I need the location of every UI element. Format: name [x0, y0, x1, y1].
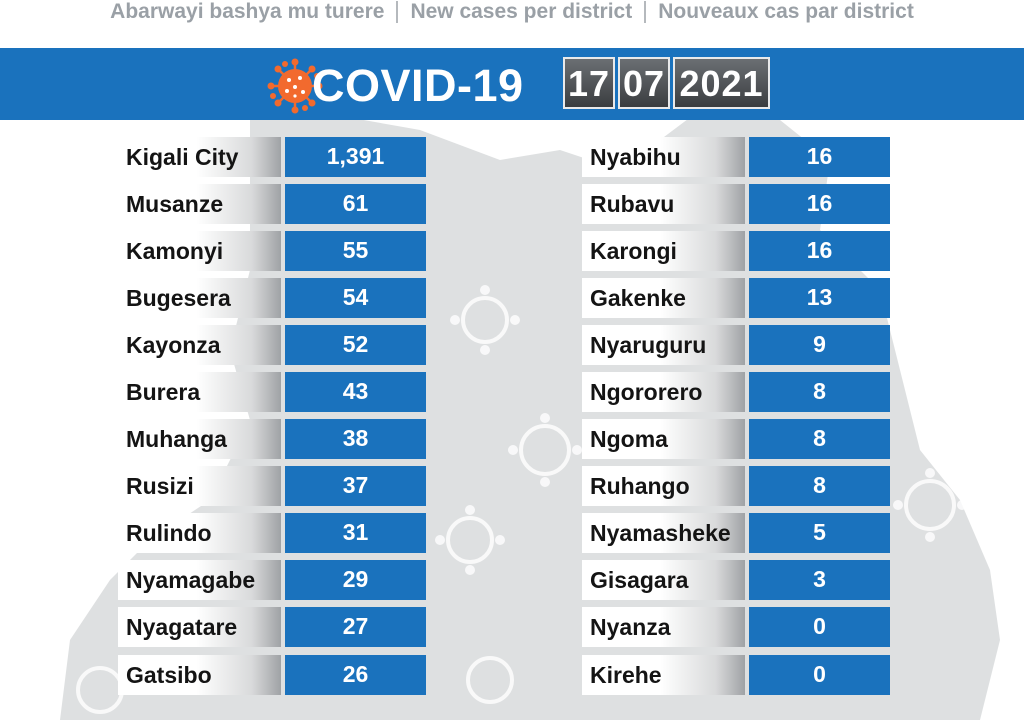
- district-name: Rusizi: [118, 466, 281, 506]
- date-year: 2021: [673, 57, 770, 109]
- date-day: 17: [563, 57, 615, 109]
- subtitle-french: Nouveaux cas par district: [658, 0, 914, 23]
- subtitle-divider: [644, 1, 647, 23]
- district-name: Bugesera: [118, 278, 281, 318]
- title-banner: [0, 48, 1024, 120]
- case-count: 37: [285, 466, 426, 506]
- district-name: Nyagatare: [118, 607, 281, 647]
- district-name: Nyaruguru: [582, 325, 745, 365]
- district-name: Gisagara: [582, 560, 745, 600]
- case-count: 0: [749, 607, 890, 647]
- district-name: Gakenke: [582, 278, 745, 318]
- case-count: 26: [285, 655, 426, 695]
- district-name: Kirehe: [582, 655, 745, 695]
- subtitle-english: New cases per district: [410, 0, 633, 23]
- district-name: Ngoma: [582, 419, 745, 459]
- district-name: Rubavu: [582, 184, 745, 224]
- district-name: Nyanza: [582, 607, 745, 647]
- case-count: 38: [285, 419, 426, 459]
- virus-icon: [267, 58, 323, 114]
- case-count: 8: [749, 372, 890, 412]
- district-name: Ruhango: [582, 466, 745, 506]
- district-name: Kigali City: [118, 137, 281, 177]
- case-count: 5: [749, 513, 890, 553]
- district-name: Ngororero: [582, 372, 745, 412]
- date-month: 07: [618, 57, 670, 109]
- district-name: Nyabihu: [582, 137, 745, 177]
- district-name: Rulindo: [118, 513, 281, 553]
- district-name: Musanze: [118, 184, 281, 224]
- case-count: 31: [285, 513, 426, 553]
- case-count: 16: [749, 137, 890, 177]
- case-count: 8: [749, 466, 890, 506]
- subtitle-kinyarwanda: Abarwayi bashya mu turere: [110, 0, 385, 23]
- district-name: Karongi: [582, 231, 745, 271]
- case-count: 27: [285, 607, 426, 647]
- case-count: 61: [285, 184, 426, 224]
- case-count: 8: [749, 419, 890, 459]
- virus-motif-spikes-icon: [435, 285, 967, 575]
- banner-title: COVID-19: [312, 60, 524, 111]
- case-count: 0: [749, 655, 890, 695]
- case-count: 3: [749, 560, 890, 600]
- district-name: Gatsibo: [118, 655, 281, 695]
- district-name: Burera: [118, 372, 281, 412]
- case-count: 16: [749, 231, 890, 271]
- district-name: Nyamasheke: [582, 513, 745, 553]
- case-count: 43: [285, 372, 426, 412]
- case-count: 1,391: [285, 137, 426, 177]
- subtitle-divider: [396, 1, 399, 23]
- case-count: 55: [285, 231, 426, 271]
- district-name: Nyamagabe: [118, 560, 281, 600]
- case-count: 13: [749, 278, 890, 318]
- case-count: 54: [285, 278, 426, 318]
- district-name: Kayonza: [118, 325, 281, 365]
- subtitle-bar: Abarwayi bashya mu turere New cases per …: [0, 0, 1024, 30]
- virus-motif-icon: [76, 296, 956, 714]
- district-name: Muhanga: [118, 419, 281, 459]
- case-count: 16: [749, 184, 890, 224]
- case-count: 9: [749, 325, 890, 365]
- case-count: 29: [285, 560, 426, 600]
- district-name: Kamonyi: [118, 231, 281, 271]
- case-count: 52: [285, 325, 426, 365]
